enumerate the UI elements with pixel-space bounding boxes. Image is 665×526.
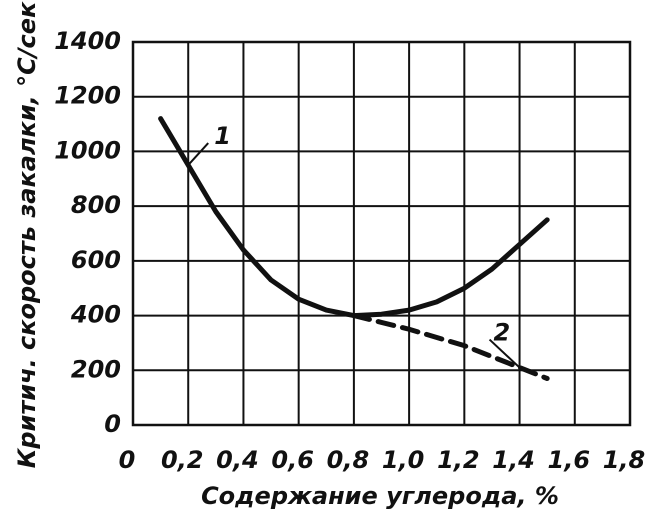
y-tick-label: 200 (71, 355, 121, 383)
x-tick-label: 0,6 (271, 446, 314, 474)
x-tick-label: 0 (119, 446, 136, 474)
series-label: 2 (494, 319, 511, 347)
plot-frame (131, 40, 632, 427)
x-tick-label: 0,2 (161, 446, 204, 474)
y-tick-label: 0 (104, 410, 121, 438)
y-tick-label: 400 (70, 301, 121, 329)
y-tick-label: 800 (71, 191, 121, 219)
x-tick-label: 0,4 (216, 446, 259, 474)
x-tick-label: 1,2 (437, 446, 480, 474)
y-tick-label: 1000 (54, 136, 121, 164)
leader-line (187, 142, 209, 166)
x-tick-label: 1,0 (382, 446, 425, 474)
y-axis-label: Критич. скорость закалки, °С/сек (13, 1, 41, 468)
x-axis-label: Содержание углерода, % (201, 482, 559, 510)
y-tick-label: 600 (71, 246, 121, 274)
line (351, 313, 550, 381)
leader-line (488, 338, 521, 369)
y-tick-label: 1400 (54, 27, 121, 55)
x-tick-label: 1,4 (492, 446, 535, 474)
x-tick-label: 1,8 (603, 446, 646, 474)
y-tick-label: 1200 (54, 82, 121, 110)
x-tick-label: 0,8 (327, 446, 370, 474)
series-label: 1 (214, 122, 231, 150)
x-tick-label: 1,6 (548, 446, 591, 474)
